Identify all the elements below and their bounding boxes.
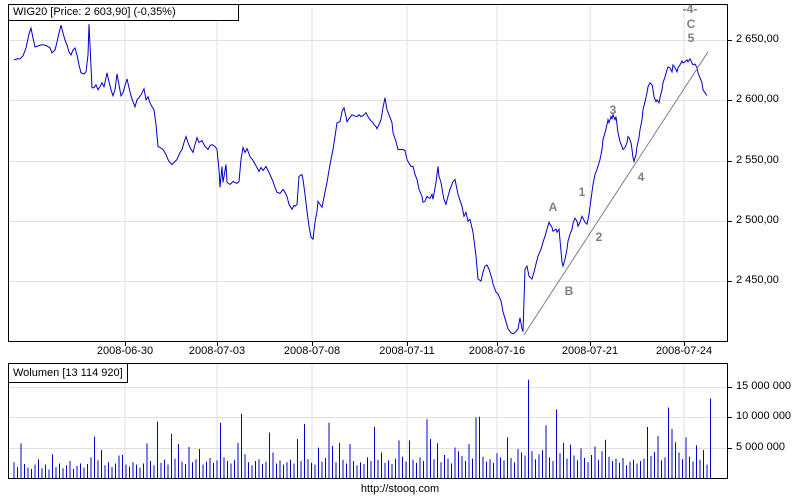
price-axis-label: 2 450,00 (736, 274, 779, 286)
volume-legend-text: Wolumen [13 114 920] (13, 367, 123, 379)
price-line (13, 24, 708, 335)
volume-axis-label: 5 000 000 (736, 441, 785, 453)
price-legend-text: WIG20 [Price: 2 603,90] (-0,35%) (13, 6, 176, 18)
wave-annotation-4: -4- (682, 2, 698, 16)
wave-annotation-4: 4 (637, 170, 645, 184)
volume-panel-border (8, 363, 728, 479)
date-axis-label: 2008-07-21 (561, 345, 619, 357)
wave-annotation-C: C (686, 17, 696, 31)
footer-url: http://stooq.com (360, 483, 440, 495)
wave-annotation-2: 2 (595, 230, 603, 244)
price-axis-label: 2 550,00 (736, 154, 779, 166)
price-axis-label: 2 650,00 (736, 33, 779, 45)
wave-annotation-5: 5 (687, 31, 695, 45)
date-axis-label: 2008-06-30 (96, 345, 154, 357)
price-legend-box: WIG20 [Price: 2 603,90] (-0,35%) (8, 4, 239, 21)
date-axis-label: 2008-07-11 (379, 345, 435, 357)
wave-annotation-1: 1 (578, 185, 586, 199)
date-axis-label: 2008-07-16 (468, 345, 526, 357)
trend-line (523, 51, 709, 336)
wave-annotation-3: 3 (609, 103, 617, 117)
date-axis-label: 2008-07-08 (283, 345, 341, 357)
price-panel-border (8, 4, 728, 342)
date-axis-label: 2008-07-03 (188, 345, 246, 357)
price-axis-label: 2 500,00 (736, 214, 779, 226)
date-axis-label: 2008-07-24 (655, 345, 713, 357)
wave-annotation-A: A (548, 200, 558, 214)
wave-annotation-B: B (564, 284, 574, 298)
volume-axis-label: 10 000 000 (736, 410, 792, 422)
volume-legend-box: Wolumen [13 114 920] (8, 363, 128, 383)
volume-axis-label: 15 000 000 (736, 380, 792, 392)
price-axis-label: 2 600,00 (736, 93, 779, 105)
